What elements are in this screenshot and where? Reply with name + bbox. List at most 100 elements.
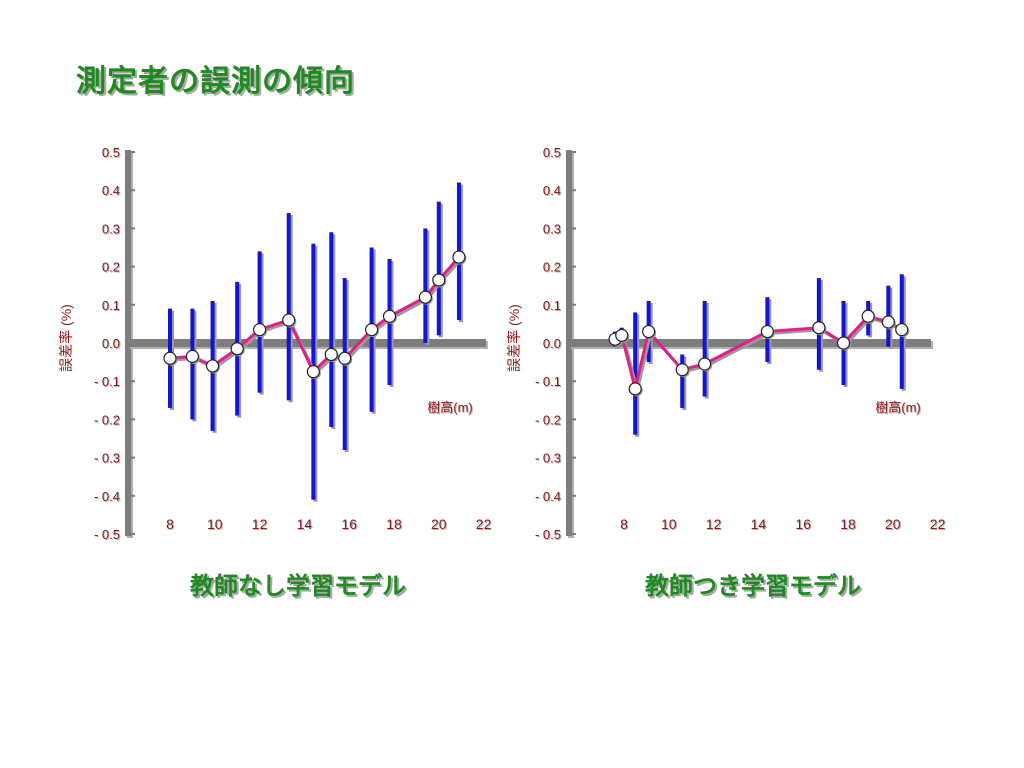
y-tick: [571, 189, 576, 192]
data-point: [185, 349, 199, 363]
y-tick: [571, 265, 576, 268]
y-tick-label: 0.1: [543, 298, 561, 313]
x-tick-label-shadow: 8: [621, 517, 629, 533]
y-tick-label-shadow: - 0.5: [536, 528, 562, 543]
data-point: [698, 357, 712, 371]
data-point: [881, 315, 895, 329]
x-axis-label-shadow: 樹高(m): [876, 401, 922, 416]
x-tick-label-shadow: 20: [886, 517, 902, 533]
x-axis-label-shadow: 樹高(m): [428, 401, 474, 416]
data-point: [760, 324, 774, 339]
y-tick-label: 0.5: [102, 145, 120, 160]
x-tick-label: 22: [930, 516, 946, 532]
y-tick: [571, 456, 576, 459]
data-point: [642, 324, 656, 339]
data-point: [628, 382, 642, 396]
x-tick-label-shadow: 10: [662, 517, 678, 533]
data-point: [861, 309, 875, 323]
y-tick-label-shadow: 0.3: [544, 222, 562, 237]
x-tick-label: 8: [620, 516, 628, 532]
error-bar: [702, 300, 707, 397]
y-tick: [130, 303, 135, 306]
y-tick: [571, 151, 576, 153]
y-tick-label-shadow: 0.0: [103, 337, 121, 352]
error-bar: [680, 354, 685, 408]
x-tick-label: 12: [706, 516, 722, 532]
y-tick: [130, 494, 135, 497]
data-point: [812, 321, 826, 335]
x-tick-label: 10: [661, 516, 677, 532]
series-line-shadow: [616, 316, 905, 392]
y-tick-label: 0.2: [543, 260, 561, 275]
y-tick: [571, 380, 576, 383]
x-tick-label: 20: [431, 516, 447, 532]
y-tick-label: - 0.3: [535, 451, 561, 466]
x-axis: [128, 339, 486, 347]
y-tick-label: 0.3: [543, 221, 561, 236]
data-point: [418, 290, 432, 304]
data-point: [382, 309, 397, 323]
y-tick: [571, 303, 576, 306]
y-tick-label: 0.1: [102, 298, 120, 313]
x-tick-label-shadow: 10: [208, 517, 224, 533]
y-tick: [571, 494, 576, 497]
y-tick-label-shadow: - 0.4: [95, 490, 121, 505]
data-point: [432, 273, 446, 287]
x-tick-label: 18: [840, 516, 856, 532]
chart-caption-supervised: 教師つき学習モデル: [645, 572, 861, 600]
y-tick-label: - 0.5: [94, 527, 120, 542]
y-tick-label-shadow: 0.4: [544, 184, 562, 199]
x-tick-label: 16: [795, 516, 811, 532]
y-axis-label: 誤差率 (%): [506, 304, 522, 372]
y-tick-label-shadow: - 0.2: [536, 413, 562, 428]
y-tick-label: - 0.1: [535, 374, 561, 389]
data-point: [205, 359, 220, 373]
data-point: [306, 365, 320, 379]
x-tick-label: 22: [476, 516, 492, 532]
data-point: [836, 336, 851, 350]
y-tick-label: 0.5: [543, 145, 561, 160]
y-tick-label: - 0.5: [535, 527, 561, 542]
x-tick-label: 20: [885, 516, 901, 532]
y-tick-label: - 0.4: [535, 489, 561, 504]
data-point: [338, 351, 352, 365]
x-tick-label-shadow: 20: [432, 517, 448, 533]
series-line: [614, 314, 903, 391]
y-tick-label-shadow: 0.1: [544, 299, 562, 314]
y-tick: [571, 533, 576, 535]
y-tick-label: - 0.2: [94, 412, 120, 427]
y-tick-label-shadow: 0.2: [544, 261, 562, 276]
slide-title: 測定者の誤測の傾向: [76, 64, 355, 99]
y-tick-label-shadow: - 0.3: [536, 452, 562, 467]
error-bar: [190, 308, 195, 420]
chart-unsupervised: 0.50.50.40.40.30.30.20.20.10.10.00.0- 0.…: [58, 145, 493, 543]
y-tick-label-shadow: - 0.3: [95, 452, 121, 467]
x-axis-label: 樹高(m): [875, 400, 921, 415]
y-tick-label-shadow: 0.3: [103, 222, 121, 237]
y-tick: [571, 342, 576, 344]
y-tick: [130, 189, 135, 192]
y-tick: [130, 533, 135, 535]
x-tick-label-shadow: 18: [387, 517, 403, 533]
y-tick: [130, 456, 135, 459]
y-tick: [130, 380, 135, 383]
x-tick-label-shadow: 22: [477, 517, 493, 533]
data-point: [324, 347, 338, 362]
y-tick-label: 0.4: [102, 183, 120, 198]
x-tick-label: 16: [341, 516, 357, 532]
x-tick-label: 14: [297, 516, 313, 532]
error-bar: [436, 201, 441, 336]
y-tick-label-shadow: - 0.5: [95, 528, 121, 543]
y-tick-label: - 0.3: [94, 451, 120, 466]
x-tick-label: 8: [166, 516, 174, 532]
y-axis-label: 誤差率 (%): [58, 304, 74, 372]
error-bar: [257, 251, 262, 393]
x-tick-label-shadow: 14: [298, 517, 314, 533]
y-tick-label: 0.2: [102, 260, 120, 275]
y-tick-label-shadow: 0.5: [544, 146, 562, 161]
data-point: [230, 342, 244, 356]
x-tick-label: 14: [751, 516, 767, 532]
y-tick: [130, 418, 135, 421]
chart-caption-unsupervised: 教師なし学習モデル: [190, 572, 406, 600]
